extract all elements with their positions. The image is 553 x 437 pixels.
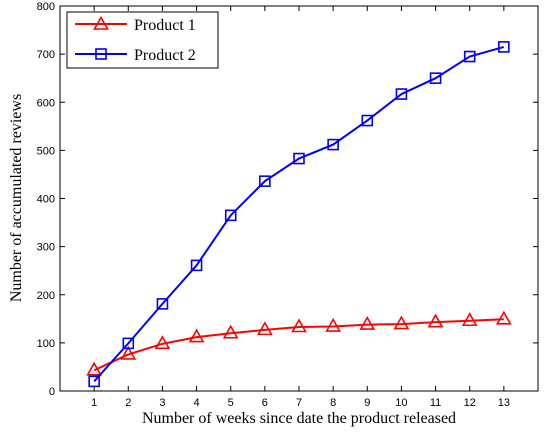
data-point-product-1 [154, 335, 171, 350]
y-tick-label: 400 [37, 194, 55, 206]
data-point-product-2 [463, 50, 476, 63]
legend-label-product-1: Product 1 [134, 17, 196, 34]
x-tick-label: 6 [262, 397, 268, 409]
data-point-product-1 [393, 315, 410, 330]
data-point-product-2 [259, 175, 271, 187]
x-tick-label: 3 [159, 397, 165, 409]
x-tick-label: 8 [330, 397, 336, 409]
data-point-product-1 [188, 328, 205, 343]
data-point-product-2 [190, 259, 203, 272]
y-tick-label: 100 [37, 338, 55, 350]
series-layer [86, 41, 512, 388]
data-point-product-2 [429, 72, 442, 84]
data-point-product-1 [427, 313, 444, 328]
data-point-product-2 [395, 88, 408, 100]
data-point-product-2 [156, 298, 169, 310]
x-tick-label: 9 [364, 397, 370, 409]
y-tick-label: 200 [37, 290, 55, 302]
legend-marker-product-2 [95, 48, 107, 60]
x-tick-label: 5 [228, 397, 234, 409]
x-tick-label: 4 [194, 397, 200, 409]
y-tick-label: 500 [37, 145, 55, 157]
series-line-product-1 [93, 318, 504, 372]
data-point-product-1 [359, 315, 376, 330]
x-tick-label: 2 [125, 397, 131, 409]
data-point-product-1 [461, 312, 478, 327]
y-tick-label: 800 [37, 1, 55, 13]
data-point-product-1 [325, 317, 342, 332]
data-point-product-2 [327, 138, 339, 151]
y-axis-ticks: 0 100 200 300 400 500 600 700 800 [37, 1, 538, 398]
data-point-product-1 [86, 361, 103, 376]
y-tick-label: 300 [37, 242, 55, 254]
x-tick-label: 1 [91, 397, 97, 409]
y-tick-label: 600 [37, 97, 55, 109]
legend-marker-product-1 [93, 15, 109, 30]
y-tick-label: 0 [49, 386, 55, 398]
data-point-product-1 [222, 324, 239, 339]
x-tick-label: 12 [464, 397, 476, 409]
data-point-product-2 [122, 337, 135, 350]
y-tick-label: 700 [37, 49, 55, 61]
data-point-product-1 [256, 321, 273, 336]
legend-box [66, 11, 219, 69]
data-point-product-2 [361, 114, 374, 127]
data-point-product-1 [120, 345, 137, 360]
data-point-product-2 [224, 209, 237, 222]
x-tick-label: 10 [395, 397, 407, 409]
data-point-product-1 [291, 318, 307, 333]
x-tick-label: 7 [296, 397, 302, 409]
data-point-product-2 [293, 152, 305, 165]
data-point-product-2 [88, 375, 100, 388]
x-tick-label: 11 [430, 397, 441, 409]
data-point-product-2 [498, 41, 510, 53]
legend-label-product-2: Product 2 [134, 47, 196, 64]
legend: Product 1 Product 2 [66, 11, 219, 69]
x-axis-title: Number of weeks since date the product r… [142, 410, 456, 427]
x-axis-ticks: 1 2 3 4 5 6 7 8 9 10 11 12 13 [91, 6, 510, 409]
series-line-product-2 [93, 45, 505, 383]
data-point-product-1 [495, 310, 512, 325]
x-tick-label: 13 [498, 397, 510, 409]
y-axis-title: Number of accumulated reviews [8, 94, 25, 302]
